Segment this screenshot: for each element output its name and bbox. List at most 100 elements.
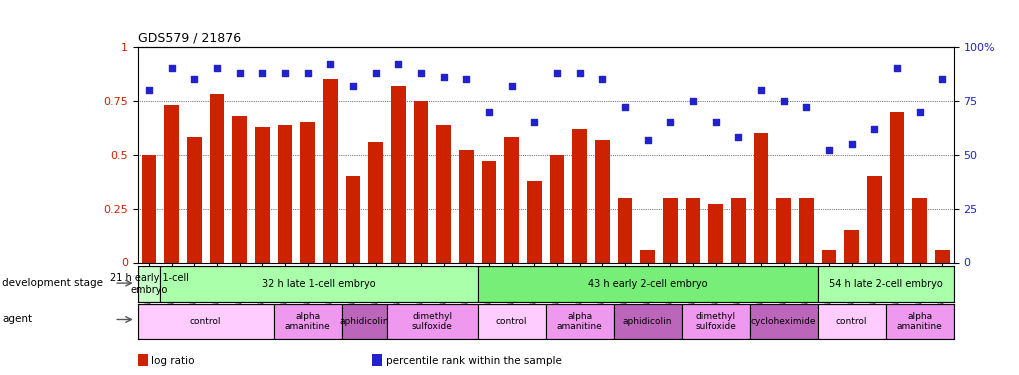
Point xyxy=(480,109,496,115)
Bar xyxy=(685,198,700,262)
Text: alpha
amanitine: alpha amanitine xyxy=(556,312,602,331)
Bar xyxy=(273,304,341,339)
Text: 32 h late 1-cell embryo: 32 h late 1-cell embryo xyxy=(262,279,375,289)
Text: cycloheximide: cycloheximide xyxy=(750,317,815,326)
Point xyxy=(843,141,859,147)
Bar xyxy=(300,122,315,262)
Point xyxy=(752,87,768,93)
Point xyxy=(413,70,429,76)
Point xyxy=(209,65,225,71)
Bar xyxy=(436,124,450,262)
Text: agent: agent xyxy=(2,315,33,324)
Point xyxy=(367,70,383,76)
Bar xyxy=(477,304,545,339)
Text: control: control xyxy=(836,317,866,326)
Point xyxy=(661,119,678,125)
Bar xyxy=(545,304,613,339)
Point xyxy=(798,104,814,110)
Bar xyxy=(527,181,541,262)
Bar xyxy=(681,304,749,339)
Text: 21 h early 1-cell
embryo: 21 h early 1-cell embryo xyxy=(109,273,189,295)
Point xyxy=(141,87,157,93)
Point xyxy=(435,74,451,80)
Point xyxy=(458,76,474,82)
Bar xyxy=(477,266,817,302)
Bar xyxy=(459,150,473,262)
Bar xyxy=(911,198,926,262)
Bar xyxy=(572,129,587,262)
Point xyxy=(820,147,837,153)
Bar xyxy=(186,138,202,262)
Point xyxy=(594,76,610,82)
Bar xyxy=(821,250,836,262)
Bar xyxy=(775,198,791,262)
Bar xyxy=(503,138,519,262)
Point xyxy=(865,126,881,132)
Text: percentile rank within the sample: percentile rank within the sample xyxy=(385,356,560,366)
Bar xyxy=(640,250,654,262)
Bar xyxy=(549,154,564,262)
Bar xyxy=(341,304,386,339)
Point xyxy=(616,104,633,110)
Point xyxy=(300,70,316,76)
Bar xyxy=(749,304,817,339)
Text: aphidicolin: aphidicolin xyxy=(339,317,388,326)
Point xyxy=(933,76,950,82)
Text: GDS579 / 21876: GDS579 / 21876 xyxy=(138,32,240,44)
Bar xyxy=(594,140,609,262)
Point xyxy=(186,76,203,82)
Bar xyxy=(866,176,880,262)
Bar xyxy=(277,124,292,262)
Point xyxy=(888,65,904,71)
Bar xyxy=(934,250,949,262)
Point xyxy=(774,98,791,104)
Point xyxy=(707,119,723,125)
Bar xyxy=(142,154,156,262)
Text: 43 h early 2-cell embryo: 43 h early 2-cell embryo xyxy=(587,279,707,289)
Bar xyxy=(255,127,269,262)
Text: control: control xyxy=(190,317,221,326)
Text: log ratio: log ratio xyxy=(151,356,195,366)
Text: 54 h late 2-cell embryo: 54 h late 2-cell embryo xyxy=(828,279,942,289)
Point xyxy=(231,70,248,76)
Bar xyxy=(138,266,160,302)
Bar xyxy=(662,198,677,262)
Bar xyxy=(817,266,953,302)
Point xyxy=(526,119,542,125)
Point xyxy=(163,65,179,71)
Point xyxy=(571,70,587,76)
Bar xyxy=(618,198,632,262)
Text: control: control xyxy=(495,317,527,326)
Bar xyxy=(160,266,477,302)
Bar xyxy=(390,86,406,262)
Bar xyxy=(844,230,858,262)
Text: aphidicolin: aphidicolin xyxy=(623,317,672,326)
Point xyxy=(322,61,338,67)
Point xyxy=(911,109,927,115)
Bar xyxy=(232,116,247,262)
Point xyxy=(254,70,270,76)
Point xyxy=(639,136,655,142)
Bar xyxy=(414,101,428,262)
Bar xyxy=(798,198,813,262)
Bar xyxy=(164,105,179,262)
Text: alpha
amanitine: alpha amanitine xyxy=(284,312,330,331)
Bar xyxy=(345,176,360,262)
Bar xyxy=(731,198,745,262)
Text: development stage: development stage xyxy=(2,278,103,288)
Text: dimethyl
sulfoxide: dimethyl sulfoxide xyxy=(695,312,736,331)
Bar xyxy=(210,94,224,262)
Bar xyxy=(323,79,337,262)
Point xyxy=(276,70,292,76)
Bar xyxy=(368,142,383,262)
Point xyxy=(503,83,520,89)
Point xyxy=(730,135,746,141)
Text: dimethyl
sulfoxide: dimethyl sulfoxide xyxy=(412,312,452,331)
Point xyxy=(548,70,565,76)
Bar xyxy=(613,304,681,339)
Bar xyxy=(481,161,496,262)
Bar xyxy=(138,304,273,339)
Bar xyxy=(707,204,722,262)
Bar xyxy=(817,304,884,339)
Bar xyxy=(889,112,904,262)
